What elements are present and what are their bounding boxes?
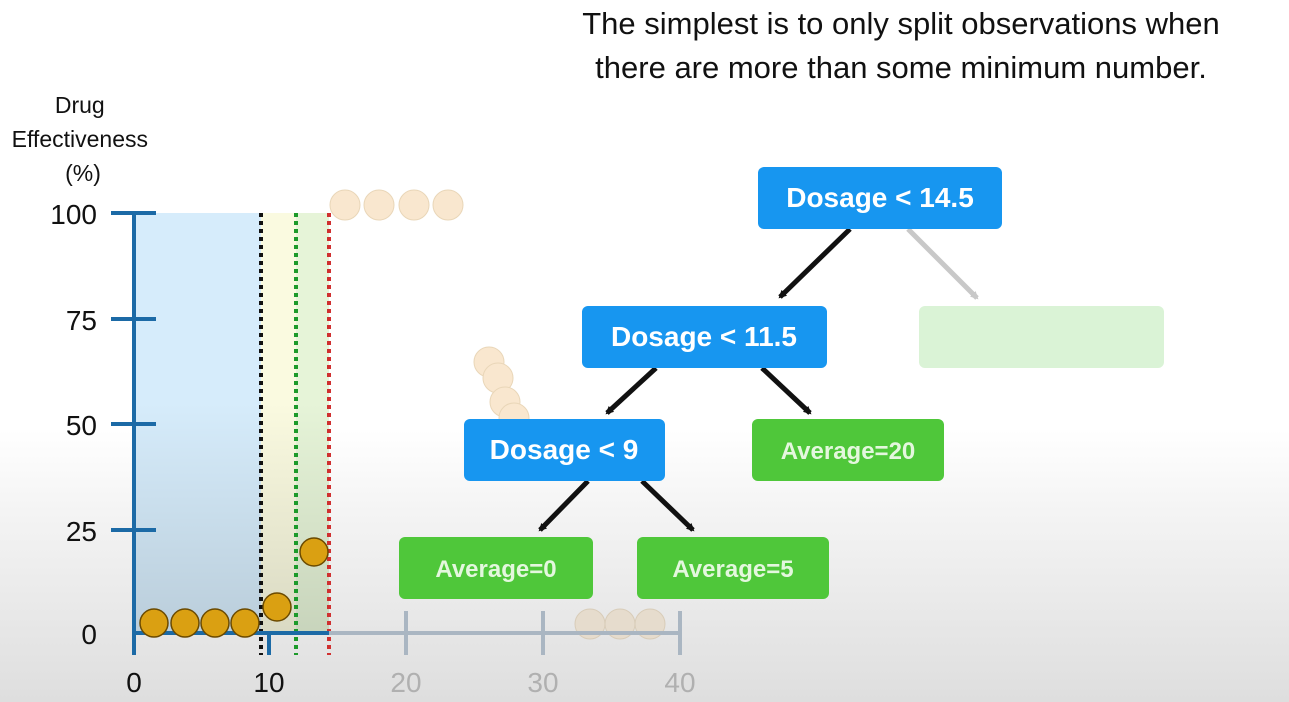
data-point bbox=[139, 608, 169, 638]
data-point-faded bbox=[363, 189, 395, 221]
leaf-average-5: Average=5 bbox=[637, 537, 829, 599]
y-tick-label: 50 bbox=[66, 410, 97, 441]
data-point bbox=[262, 592, 292, 622]
node-dosage-lt-14-5: Dosage < 14.5 bbox=[758, 167, 1002, 229]
x-tick-label: 40 bbox=[664, 667, 695, 698]
node-empty-leaf-faded bbox=[919, 306, 1164, 368]
data-point bbox=[200, 608, 230, 638]
y-axis-title: Drug Effectiveness (%) bbox=[12, 92, 155, 186]
node-dosage-lt-9: Dosage < 9 bbox=[464, 419, 665, 481]
leaf-average-0: Average=0 bbox=[399, 537, 593, 599]
caption: The simplest is to only split observatio… bbox=[521, 2, 1281, 90]
data-point-faded bbox=[398, 189, 430, 221]
svg-text:Average=20: Average=20 bbox=[781, 438, 916, 465]
x-tick-label: 10 bbox=[253, 667, 284, 698]
tree-edge bbox=[538, 479, 590, 532]
x-tick-label: 0 bbox=[126, 667, 142, 698]
svg-text:Average=5: Average=5 bbox=[672, 556, 793, 583]
leaf-average-20: Average=20 bbox=[752, 419, 944, 481]
caption-line-2: there are more than some minimum number. bbox=[595, 50, 1207, 85]
data-point bbox=[170, 608, 200, 638]
tree-edge bbox=[605, 366, 658, 415]
tree-edge bbox=[778, 227, 852, 299]
node-dosage-lt-11-5: Dosage < 11.5 bbox=[582, 306, 827, 368]
caption-line-1: The simplest is to only split observatio… bbox=[582, 6, 1220, 41]
tree-edge bbox=[760, 366, 812, 415]
svg-text:Dosage < 14.5: Dosage < 14.5 bbox=[786, 182, 974, 213]
tree-edge bbox=[640, 479, 695, 532]
data-point-faded bbox=[329, 189, 361, 221]
data-point bbox=[230, 608, 260, 638]
x-tick-label: 20 bbox=[390, 667, 421, 698]
svg-text:Dosage < 11.5: Dosage < 11.5 bbox=[611, 321, 797, 352]
y-tick-label: 25 bbox=[66, 516, 97, 547]
tree-edge-faded bbox=[906, 227, 979, 300]
y-tick-label: 75 bbox=[66, 305, 97, 336]
data-point bbox=[299, 537, 329, 567]
region-shading bbox=[134, 213, 329, 633]
data-point-faded bbox=[432, 189, 464, 221]
x-tick-label: 30 bbox=[527, 667, 558, 698]
y-tick-label: 100 bbox=[50, 199, 97, 230]
svg-text:Dosage < 9: Dosage < 9 bbox=[490, 434, 639, 465]
svg-text:Average=0: Average=0 bbox=[435, 556, 556, 583]
y-tick-label: 0 bbox=[81, 619, 97, 650]
